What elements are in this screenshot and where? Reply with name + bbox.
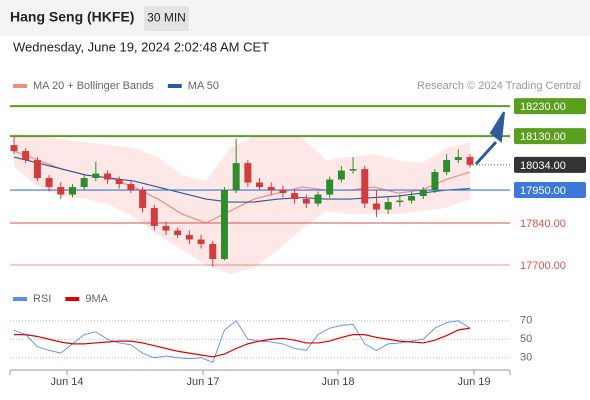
candle-body bbox=[139, 190, 147, 209]
interval-button[interactable] bbox=[144, 6, 189, 31]
x-tick-label: Jun 17 bbox=[186, 376, 219, 388]
level-label: 17840.00 bbox=[520, 218, 566, 230]
timestamp: Wednesday, June 19, 2024 2:02:48 AM CET bbox=[13, 39, 269, 54]
y-tick-label: 30 bbox=[520, 352, 532, 364]
candle-body bbox=[454, 157, 462, 161]
candle-body bbox=[220, 190, 228, 260]
candle-body bbox=[349, 169, 357, 171]
level-label: 17950.00 bbox=[520, 185, 566, 197]
level-label: 17700.00 bbox=[520, 260, 566, 272]
candle-body bbox=[302, 199, 310, 204]
y-tick-label: 70 bbox=[520, 315, 532, 327]
legend-label: 9MA bbox=[85, 293, 108, 305]
candle-body bbox=[256, 182, 264, 188]
level-label: 18230.00 bbox=[520, 101, 566, 113]
candle-body bbox=[361, 169, 369, 204]
candle-body bbox=[291, 193, 299, 200]
level-label-box bbox=[514, 128, 586, 145]
credit: Research © 2024 Trading Central bbox=[417, 80, 581, 92]
candle-body bbox=[337, 170, 345, 180]
candle-body bbox=[22, 151, 30, 161]
candle-body bbox=[419, 190, 427, 197]
level-label-box bbox=[514, 182, 586, 199]
header-bar bbox=[0, 0, 590, 36]
candle-body bbox=[92, 173, 100, 179]
legend-label: MA 50 bbox=[188, 80, 219, 92]
rsi-line bbox=[14, 327, 471, 358]
candle-body bbox=[396, 200, 404, 203]
candle-body bbox=[33, 160, 41, 179]
level-label: 18130.00 bbox=[520, 131, 566, 143]
candle-body bbox=[244, 163, 252, 183]
candle-body bbox=[68, 187, 76, 195]
candle-body bbox=[443, 160, 451, 173]
instrument-title: Hang Seng (HKFE) bbox=[10, 9, 134, 25]
candle-body bbox=[431, 172, 439, 191]
ma-line bbox=[13, 156, 471, 203]
candle-body bbox=[10, 145, 18, 152]
interval-label[interactable]: 30 MIN bbox=[147, 11, 186, 25]
candle-body bbox=[57, 187, 65, 195]
x-tick-label: Jun 19 bbox=[457, 376, 490, 388]
candle-body bbox=[232, 163, 240, 191]
bollinger-band bbox=[14, 133, 470, 275]
level-label-box bbox=[514, 156, 586, 173]
y-tick-label: 50 bbox=[520, 333, 532, 345]
x-tick-label: Jun 14 bbox=[50, 376, 83, 388]
legend-label: RSI bbox=[33, 293, 51, 305]
candle-body bbox=[162, 226, 170, 231]
candle-body bbox=[197, 239, 205, 245]
candle-body bbox=[127, 184, 135, 191]
candle-body bbox=[326, 179, 334, 195]
arrow-shaft bbox=[474, 140, 498, 166]
legend-label: MA 20 + Bollinger Bands bbox=[33, 80, 154, 92]
x-tick-label: Jun 18 bbox=[321, 376, 354, 388]
candle-body bbox=[150, 208, 158, 227]
candle-body bbox=[115, 179, 123, 185]
candle-body bbox=[185, 235, 193, 240]
level-label-box bbox=[514, 98, 586, 115]
candle-body bbox=[45, 178, 53, 188]
rsi-line bbox=[13, 320, 471, 363]
candle-body bbox=[80, 178, 88, 188]
candle-body bbox=[267, 187, 275, 191]
candle-body bbox=[209, 244, 217, 260]
candle-body bbox=[174, 230, 182, 236]
candle-body bbox=[466, 157, 474, 165]
candle-body bbox=[372, 203, 380, 210]
level-label: 18034.00 bbox=[520, 160, 566, 172]
arrow-head bbox=[489, 111, 505, 143]
candle-body bbox=[384, 202, 392, 210]
candle-body bbox=[314, 194, 322, 204]
candle-body bbox=[279, 190, 287, 194]
candle-body bbox=[104, 173, 112, 180]
candle-body bbox=[408, 196, 416, 201]
